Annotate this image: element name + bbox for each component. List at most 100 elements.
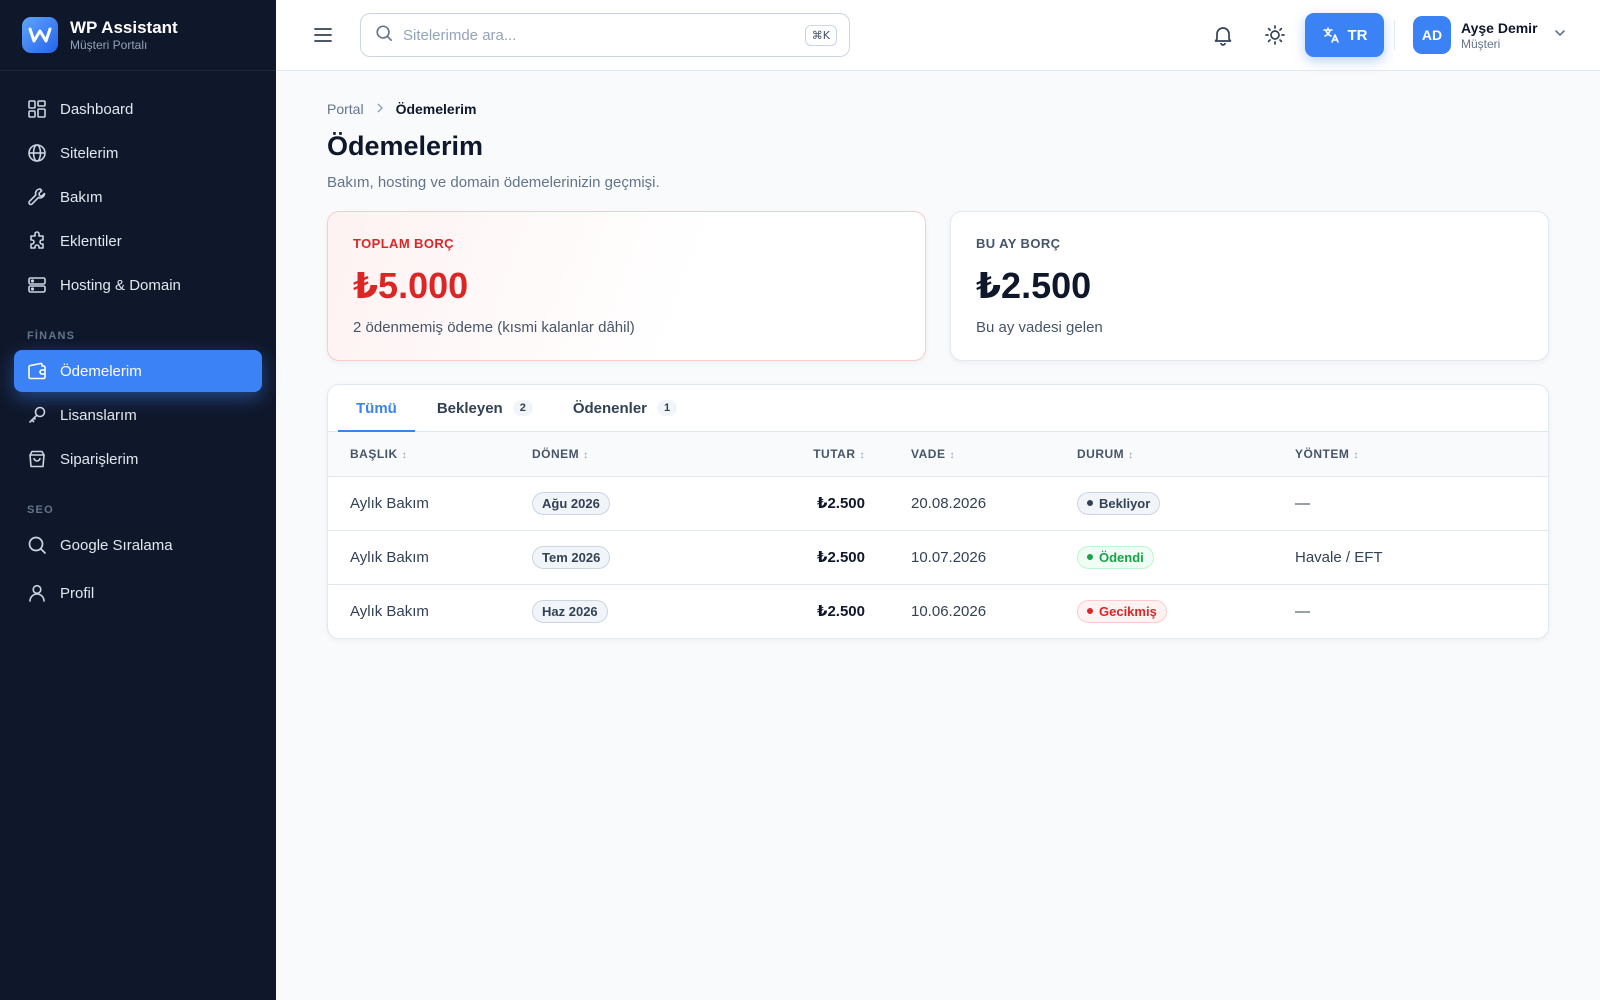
sidebar-item-bakim[interactable]: Bakım (14, 176, 262, 218)
cell-amount: ₺2.500 (817, 495, 865, 512)
card-note: 2 ödenmemiş ödeme (kısmi kalanlar dâhil) (353, 319, 635, 336)
brand-logo-icon (22, 17, 58, 53)
column-header-donem[interactable]: DÖNEM ↕ (532, 432, 766, 477)
column-header-yontem[interactable]: YÖNTEM ↕ (1295, 432, 1548, 477)
sidebar-item-label: Dashboard (60, 100, 134, 118)
search-icon (27, 535, 47, 555)
sidebar-item-label: Hosting & Domain (60, 276, 181, 294)
status-dot (1087, 554, 1093, 560)
key-icon (27, 405, 47, 425)
chevron-right-icon (376, 102, 384, 116)
summary-cards: TOPLAM BORÇ ₺5.000 2 ödenmemiş ödeme (kı… (327, 211, 1549, 361)
user-name: Ayşe Demir (1461, 19, 1538, 36)
period-badge: Tem 2026 (532, 545, 611, 569)
hamburger-menu-icon[interactable] (312, 24, 334, 46)
tab-odenenler[interactable]: Ödenenler 1 (555, 385, 695, 431)
avatar: AD (1413, 16, 1451, 54)
breadcrumb: Portal Ödemelerim (327, 101, 1549, 117)
cell-due-date: 10.07.2026 (865, 530, 1077, 585)
cell-method: — (1295, 476, 1548, 531)
search-shortcut: ⌘K (804, 24, 837, 46)
sidebar-item-odemelerim[interactable]: Ödemelerim (14, 350, 262, 392)
breadcrumb-current: Ödemelerim (395, 101, 477, 117)
period-badge: Ağu 2026 (532, 491, 610, 515)
card-label: BU AY BORÇ (976, 236, 1061, 251)
main-content: Portal Ödemelerim Ödemelerim Bakım, host… (327, 71, 1549, 639)
table-header-row: BAŞLIK ↕ DÖNEM ↕ TUTAR ↕ VADE ↕ DURUM ↕ YÖNTE… (328, 432, 1548, 477)
tab-label: Ödenenler (572, 399, 648, 417)
header-divider (1394, 20, 1395, 50)
sidebar-item-sitelerim[interactable]: Sitelerim (14, 132, 262, 174)
tab-tumu[interactable]: Tümü (338, 385, 415, 432)
column-header-vade[interactable]: VADE ↕ (865, 432, 1077, 477)
tab-bekleyen[interactable]: Bekleyen 2 (419, 385, 551, 431)
sidebar-item-eklentiler[interactable]: Eklentiler (14, 220, 262, 262)
cell-method: Havale / EFT (1295, 530, 1548, 585)
cell-title: Aylık Bakım (328, 530, 532, 585)
sidebar-section-finans: FİNANS (27, 330, 76, 342)
sidebar-item-dashboard[interactable]: Dashboard (14, 88, 262, 130)
chevron-down-icon (1554, 26, 1566, 44)
search-input[interactable] (403, 26, 805, 44)
card-value: ₺2.500 (976, 265, 1092, 306)
sidebar-section-seo: SEO (27, 504, 54, 516)
status-dot (1087, 608, 1093, 615)
search-box[interactable]: ⌘K (360, 13, 850, 57)
sidebar-item-label: Eklentiler (60, 232, 122, 250)
page-title: Ödemelerim (327, 131, 484, 161)
theme-toggle-sun-icon[interactable] (1264, 24, 1288, 48)
bell-icon[interactable] (1212, 24, 1236, 48)
puzzle-icon (27, 231, 47, 251)
tab-count-badge: 2 (512, 400, 533, 416)
sidebar-item-lisanslarim[interactable]: Lisanslarım (14, 394, 262, 436)
filter-tabs: Tümü Bekleyen 2 Ödenenler 1 (328, 385, 1548, 432)
card-label: TOPLAM BORÇ (353, 236, 454, 251)
breadcrumb-root[interactable]: Portal (327, 101, 364, 117)
cell-title: Aylık Bakım (328, 476, 532, 531)
wallet-icon (27, 361, 47, 381)
status-badge: Gecikmiş (1077, 599, 1167, 623)
sidebar-item-siparislerim[interactable]: Siparişlerim (14, 438, 262, 480)
tab-count-badge: 1 (657, 400, 678, 416)
column-header-baslik[interactable]: BAŞLIK ↕ (328, 432, 532, 477)
shopping-bag-icon (27, 449, 47, 469)
table-row[interactable]: Aylık Bakım Tem 2026 ₺2.500 10.07.2026 Ö… (328, 530, 1548, 585)
status-dot (1087, 500, 1093, 506)
total-debt-card: TOPLAM BORÇ ₺5.000 2 ödenmemiş ödeme (kı… (327, 211, 926, 361)
tab-label: Tümü (356, 399, 397, 417)
sidebar-item-label: Bakım (60, 188, 103, 206)
brand-title: WP Assistant (70, 17, 178, 37)
search-icon (375, 24, 393, 47)
user-menu[interactable]: AD Ayşe Demir Müşteri (1413, 16, 1566, 54)
table-row[interactable]: Aylık Bakım Haz 2026 ₺2.500 10.06.2026 G… (328, 584, 1548, 638)
sort-icon: ↕ (583, 449, 589, 461)
sort-icon: ↕ (1128, 449, 1134, 461)
sidebar-item-profil[interactable]: Profil (14, 572, 262, 614)
sidebar-item-hosting-domain[interactable]: Hosting & Domain (14, 264, 262, 306)
brand[interactable]: WP Assistant Müşteri Portalı (0, 0, 276, 71)
sidebar: WP Assistant Müşteri Portalı Dashboard S… (0, 0, 276, 1000)
sidebar-item-label: Profil (60, 584, 95, 602)
cell-method: — (1295, 602, 1310, 620)
sort-icon: ↕ (401, 449, 408, 461)
monthly-debt-card: BU AY BORÇ ₺2.500 Bu ay vadesi gelen (950, 211, 1549, 361)
cell-due-date: 20.08.2026 (865, 476, 1077, 531)
status-badge: Bekliyor (1077, 491, 1161, 515)
payments-table-card: Tümü Bekleyen 2 Ödenenler 1 BAŞLIK ↕ DÖNE… (327, 384, 1549, 639)
cell-amount: ₺2.500 (817, 603, 865, 621)
column-header-tutar[interactable]: TUTAR ↕ (766, 432, 865, 477)
sidebar-item-google-siralama[interactable]: Google Sıralama (14, 524, 262, 566)
column-header-durum[interactable]: DURUM ↕ (1077, 432, 1295, 477)
cell-amount: ₺2.500 (817, 549, 865, 566)
sidebar-item-label: Lisanslarım (60, 406, 137, 424)
dashboard-icon (27, 99, 47, 119)
user-role: Müşteri (1461, 36, 1501, 51)
table-row[interactable]: Aylık Bakım Ağu 2026 ₺2.500 20.08.2026 B… (328, 476, 1548, 531)
brand-subtitle: Müşteri Portalı (70, 37, 148, 52)
language-button[interactable]: TR (1305, 13, 1384, 57)
sidebar-item-label: Siparişlerim (60, 450, 139, 468)
sidebar-item-label: Sitelerim (60, 144, 119, 162)
sort-icon: ↕ (1353, 449, 1359, 461)
cell-title: Aylık Bakım (350, 602, 429, 620)
sidebar-nav: Dashboard Sitelerim Bakım Eklentiler Hos… (0, 71, 276, 614)
